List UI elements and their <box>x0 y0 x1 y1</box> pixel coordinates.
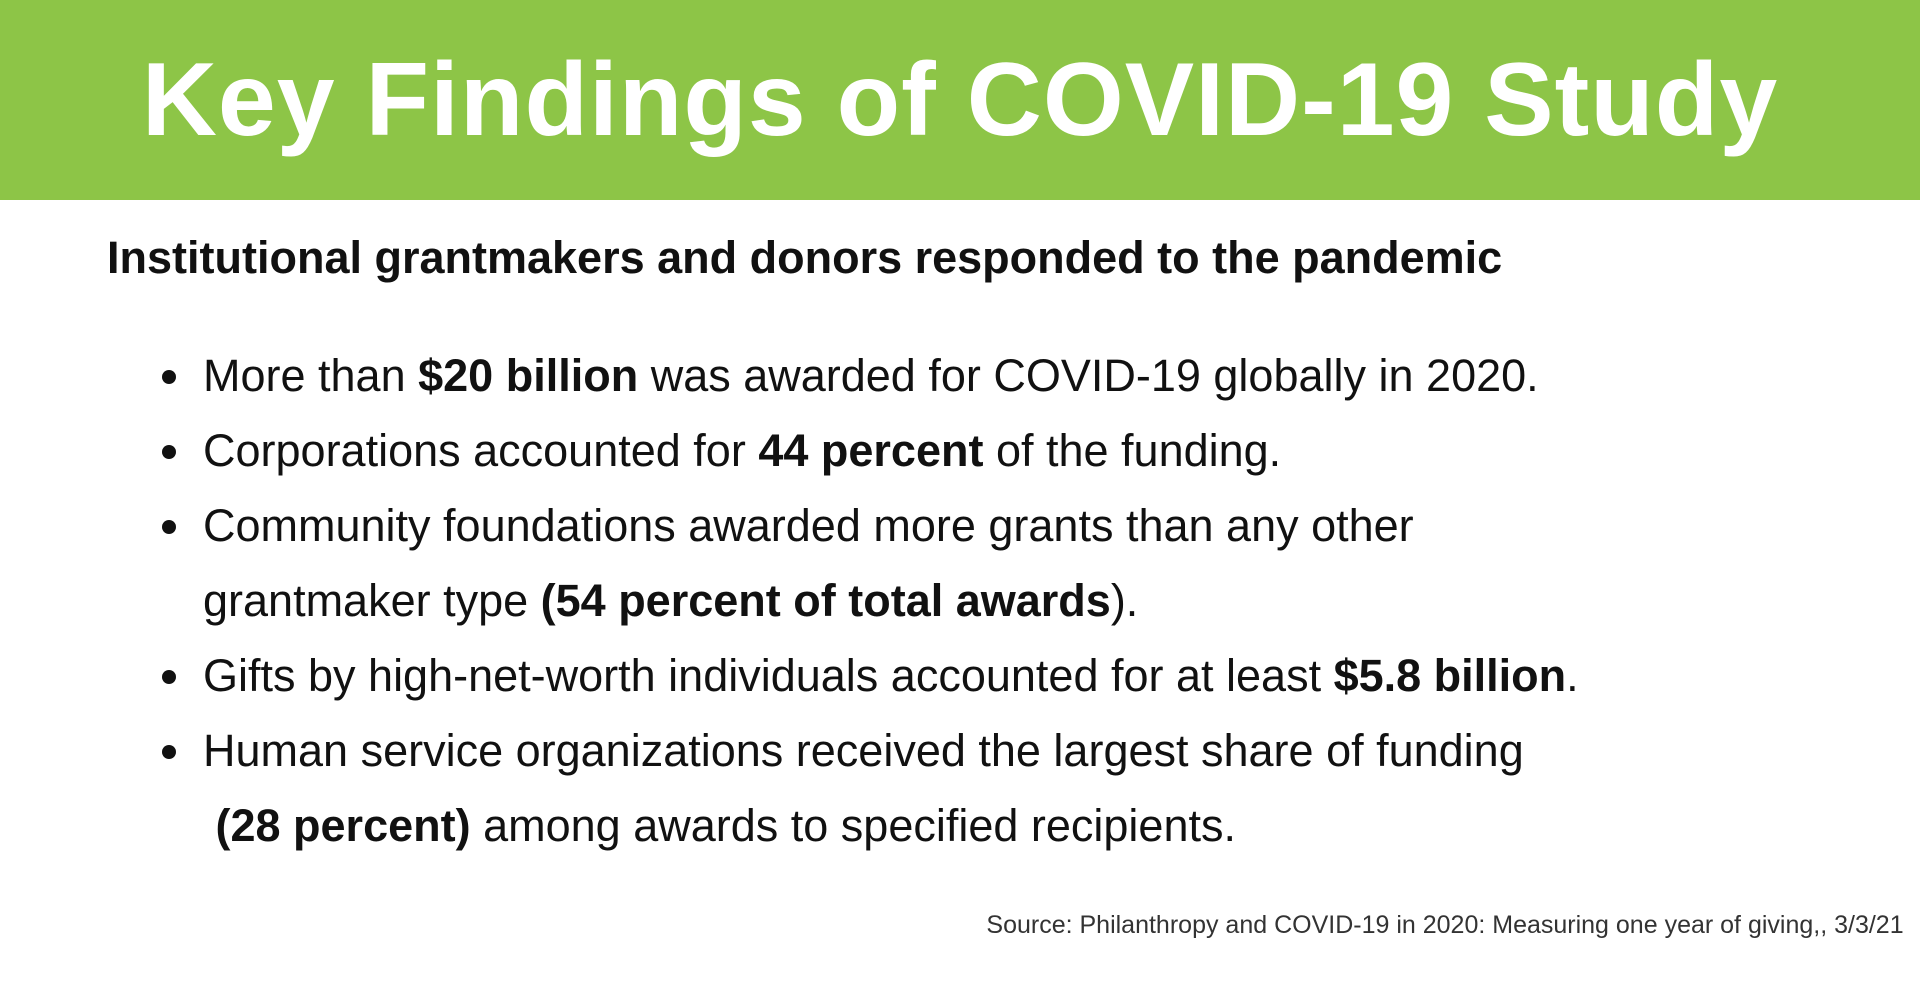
bullet-item: More than $20 billion was awarded for CO… <box>160 338 1579 413</box>
bold-text: (54 percent of total awards <box>540 575 1111 626</box>
text: . <box>1566 650 1579 701</box>
text: Gifts by high-net-worth individuals acco… <box>203 650 1334 701</box>
bullet-line: (28 percent) among awards to specified r… <box>203 788 1579 863</box>
source-note: Source: Philanthropy and COVID-19 in 202… <box>986 911 1904 939</box>
bullet-item: Corporations accounted for 44 percent of… <box>160 413 1579 488</box>
text: Corporations accounted for <box>203 425 759 476</box>
bullet-line: Community foundations awarded more grant… <box>203 488 1579 563</box>
bullet-item: Community foundations awarded more grant… <box>160 488 1579 638</box>
text: Human service organizations received the… <box>203 725 1524 776</box>
bullet-line: grantmaker type (54 percent of total awa… <box>203 563 1579 638</box>
bullet-line: Gifts by high-net-worth individuals acco… <box>203 638 1579 713</box>
title: Key Findings of COVID-19 Study <box>141 41 1779 158</box>
text: More than <box>203 350 419 401</box>
bullet-item: Human service organizations received the… <box>160 713 1579 863</box>
bold-text: $5.8 billion <box>1333 650 1567 701</box>
text: was awarded for COVID-19 globally in 202… <box>638 350 1539 401</box>
bullet-line: More than $20 billion was awarded for CO… <box>203 338 1579 413</box>
bullet-list: More than $20 billion was awarded for CO… <box>160 338 1579 863</box>
bullet-line: Corporations accounted for 44 percent of… <box>203 413 1579 488</box>
bold-text: (28 percent) <box>203 800 471 851</box>
bullet-line: Human service organizations received the… <box>203 713 1579 788</box>
text: Community foundations awarded more grant… <box>203 500 1414 551</box>
bold-text: 44 percent <box>758 425 984 476</box>
text: ). <box>1110 575 1139 626</box>
text: among awards to specified recipients. <box>470 800 1236 851</box>
subtitle: Institutional grantmakers and donors res… <box>107 232 1503 283</box>
text: grantmaker type <box>203 575 541 626</box>
bold-text: $20 billion <box>418 350 639 401</box>
bullet-item: Gifts by high-net-worth individuals acco… <box>160 638 1579 713</box>
header-banner: Key Findings of COVID-19 Study <box>0 0 1920 200</box>
text: of the funding. <box>983 425 1282 476</box>
